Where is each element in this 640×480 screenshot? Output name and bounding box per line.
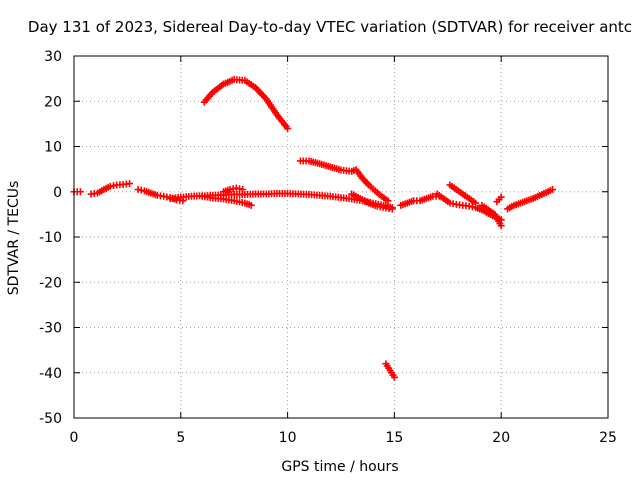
grid (74, 56, 608, 418)
data-point (472, 199, 480, 207)
series-arc-5 (198, 192, 255, 209)
series-arc-7 (200, 76, 292, 132)
data-point (384, 197, 392, 205)
series-arc-15 (493, 193, 505, 206)
series-arc-11 (397, 192, 443, 209)
x-tick-label: 10 (279, 430, 297, 446)
series-arc-13 (446, 181, 480, 207)
x-tick-label: 20 (492, 430, 510, 446)
series-arc-10 (382, 360, 398, 381)
y-tick-label: -20 (39, 275, 62, 291)
plot-frame (73, 55, 609, 419)
data-points (70, 76, 556, 381)
series-arc-6 (220, 184, 247, 196)
y-tick-label: 30 (44, 49, 62, 65)
data-point (126, 180, 134, 188)
x-tick-label: 0 (70, 430, 79, 446)
series-arc-1 (70, 188, 84, 196)
data-point (239, 185, 247, 193)
y-tick-label: -30 (39, 321, 62, 337)
y-tick-label: -40 (39, 366, 62, 382)
series-arc-9 (348, 190, 396, 213)
data-point (284, 124, 292, 132)
chart-title: Day 131 of 2023, Sidereal Day-to-day VTE… (28, 18, 632, 36)
x-axis-title: GPS time / hours (281, 459, 398, 475)
y-tick-label: 20 (44, 94, 62, 110)
data-point (388, 205, 396, 213)
x-tick-label: 15 (385, 430, 403, 446)
x-tick-label: 5 (176, 430, 185, 446)
data-point (247, 201, 255, 209)
series-arc-8 (296, 157, 392, 205)
y-tick-label: 0 (53, 185, 62, 201)
series-arc-2 (87, 180, 134, 198)
y-axis-title: SDTVAR / TECUs (6, 181, 22, 296)
y-tick-label: 10 (44, 140, 62, 156)
y-tick-label: -50 (39, 411, 62, 427)
data-point (497, 222, 505, 230)
x-tick-label: 25 (599, 430, 617, 446)
data-point (76, 188, 84, 196)
series-arc-16 (504, 185, 556, 213)
data-point (390, 373, 398, 381)
series-arc-14 (478, 201, 505, 230)
y-tick-label: -10 (39, 230, 62, 246)
tick-labels: 0 5 10 15 20 25 30 20 10 0 -10 -20 -30 -40 -50 (39, 49, 617, 446)
data-point (497, 193, 505, 201)
data-point (548, 185, 556, 193)
